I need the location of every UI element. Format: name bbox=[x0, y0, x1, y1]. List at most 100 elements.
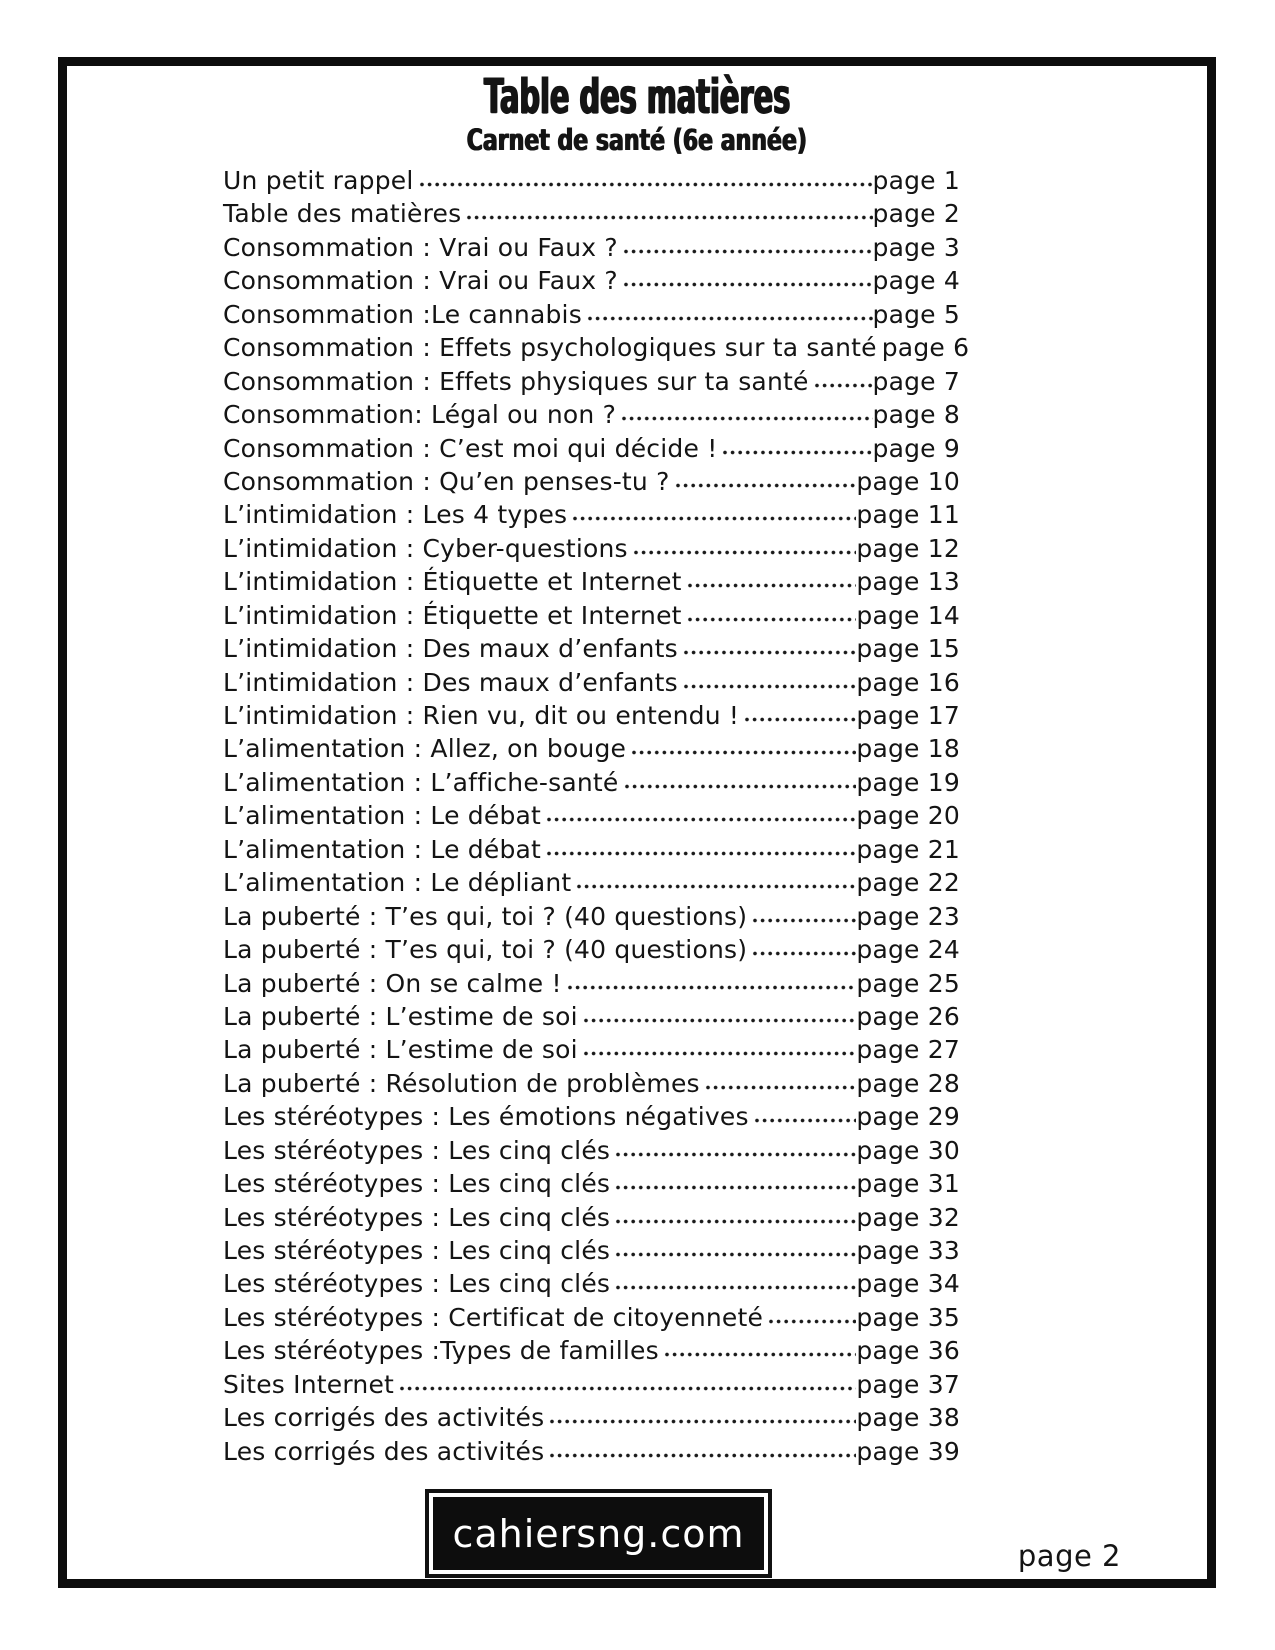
toc-entry-label: Consommation: Légal ou non ? bbox=[223, 400, 617, 430]
toc-entry: La puberté : L’estime de soi page 26 bbox=[223, 1002, 960, 1035]
toc-entry-label: Consommation : Effets psychologiques sur… bbox=[223, 333, 877, 363]
toc-entry-label: L’alimentation : Le débat bbox=[223, 801, 542, 831]
page-subtitle: Carnet de santé (6e année) bbox=[466, 123, 808, 158]
toc-entry-page: page 35 bbox=[856, 1302, 960, 1332]
toc-entry-page: page 14 bbox=[856, 600, 960, 630]
toc-entry-label: La puberté : Résolution de problèmes bbox=[223, 1068, 700, 1098]
toc-entry: Les stéréotypes : Les cinq clés page 34 bbox=[223, 1269, 960, 1302]
toc-entry-label: Consommation : Vrai ou Faux ? bbox=[223, 266, 618, 296]
toc-entry: La puberté : T’es qui, toi ? (40 questio… bbox=[223, 935, 960, 968]
toc-entry-label: Les stéréotypes : Les cinq clés bbox=[223, 1135, 611, 1165]
toc-entry-page: page 37 bbox=[856, 1369, 960, 1399]
toc-entry: Les stéréotypes : Les émotions négatives… bbox=[223, 1102, 960, 1135]
dot-leader bbox=[615, 1183, 857, 1193]
toc-entry-label: Les stéréotypes : Les émotions négatives bbox=[223, 1102, 749, 1132]
toc-entry: Les stéréotypes : Les cinq clés page 31 bbox=[223, 1169, 960, 1202]
toc-entry-page: page 25 bbox=[856, 968, 960, 998]
toc-entry-page: page 33 bbox=[856, 1236, 960, 1265]
toc-entry: Les corrigés des activités page 38 bbox=[223, 1403, 960, 1436]
toc-entry-label: Consommation : Effets physiques sur ta s… bbox=[223, 366, 809, 396]
dot-leader bbox=[682, 681, 857, 691]
dot-leader bbox=[566, 982, 857, 992]
toc-entry: Les corrigés des activités page 39 bbox=[223, 1437, 960, 1470]
toc-entry: Consommation : Vrai ou Faux ? page 3 bbox=[223, 233, 960, 266]
toc-entry-page: page 39 bbox=[856, 1436, 960, 1466]
toc-entry-page: page 34 bbox=[856, 1269, 960, 1299]
toc-entry-label: La puberté : T’es qui, toi ? (40 questio… bbox=[223, 901, 748, 931]
toc-entry: L’alimentation : Le débat page 21 bbox=[223, 835, 960, 868]
toc-entry-label: Les corrigés des activités bbox=[223, 1436, 545, 1466]
toc-entry-label: Un petit rappel bbox=[223, 166, 414, 195]
dot-leader bbox=[753, 1116, 857, 1126]
site-badge: cahiersng.com bbox=[425, 1489, 772, 1578]
toc-entry: L’intimidation : Cyber-questions page 12 bbox=[223, 534, 960, 567]
toc-entry-label: L’intimidation : Étiquette et Internet bbox=[223, 567, 682, 597]
toc-entry: Sites Internet page 37 bbox=[223, 1370, 960, 1403]
dot-leader bbox=[631, 748, 857, 758]
toc-entry-page: page 36 bbox=[856, 1336, 960, 1366]
dot-leader bbox=[752, 949, 857, 959]
dot-leader bbox=[686, 614, 857, 624]
toc-entry: Les stéréotypes : Les cinq clés page 33 bbox=[223, 1236, 960, 1269]
toc-entry-page: page 31 bbox=[856, 1169, 960, 1199]
dot-leader bbox=[549, 1450, 857, 1460]
toc-entry-page: page 11 bbox=[856, 500, 960, 530]
dot-leader bbox=[546, 815, 857, 825]
toc-entry-page: page 27 bbox=[856, 1035, 960, 1065]
toc-entry-page: page 10 bbox=[856, 466, 960, 496]
toc-entry-label: Les stéréotypes :Types de familles bbox=[223, 1336, 659, 1366]
toc-entry: Les stéréotypes : Les cinq clés page 30 bbox=[223, 1136, 960, 1169]
toc-entry-page: page 19 bbox=[856, 767, 960, 797]
toc-entry: L’alimentation : L’affiche-santé page 19 bbox=[223, 768, 960, 801]
toc-entry-label: La puberté : T’es qui, toi ? (40 questio… bbox=[223, 935, 748, 965]
toc-entry-page: page 9 bbox=[872, 433, 960, 463]
toc-entry-label: Les stéréotypes : Les cinq clés bbox=[223, 1202, 611, 1232]
toc-entry-page: page 20 bbox=[856, 801, 960, 831]
toc-entry-page: page 7 bbox=[872, 366, 960, 396]
toc-entry: Consommation : Vrai ou Faux ? page 4 bbox=[223, 266, 960, 299]
toc-entry-label: Consommation : Vrai ou Faux ? bbox=[223, 232, 618, 262]
toc-entry: La puberté : T’es qui, toi ? (40 questio… bbox=[223, 902, 960, 935]
toc-entry-page: page 6 bbox=[881, 333, 970, 363]
toc-entry-label: Consommation : C’est moi qui décide ! bbox=[223, 433, 718, 463]
dot-leader bbox=[586, 313, 873, 323]
dot-leader bbox=[813, 380, 873, 390]
dot-leader bbox=[621, 414, 873, 424]
dot-leader bbox=[615, 1283, 857, 1293]
toc-entry-page: page 13 bbox=[856, 567, 960, 597]
site-badge-inner: cahiersng.com bbox=[433, 1497, 764, 1570]
dot-leader bbox=[615, 1216, 857, 1226]
toc-entry: L’alimentation : Allez, on bouge page 18 bbox=[223, 734, 960, 767]
toc-entry-label: L’alimentation : L’affiche-santé bbox=[223, 767, 619, 797]
toc-entry: L’intimidation : Étiquette et Internet p… bbox=[223, 601, 960, 634]
toc-entry-page: page 28 bbox=[856, 1068, 960, 1098]
toc-list: Un petit rappel page 1 Table des matière… bbox=[223, 166, 969, 1470]
toc-entry-page: page 15 bbox=[856, 634, 960, 664]
dot-leader bbox=[622, 246, 873, 256]
toc-entry: Consommation : Qu’en penses-tu ? page 10 bbox=[223, 467, 960, 500]
dot-leader bbox=[615, 1149, 857, 1159]
dot-leader bbox=[622, 280, 873, 290]
toc-entry: L’intimidation : Des maux d’enfants page… bbox=[223, 634, 960, 667]
toc-entry-page: page 21 bbox=[856, 834, 960, 864]
toc-entry-label: L’alimentation : Allez, on bouge bbox=[223, 734, 627, 764]
toc-entry-label: Les stéréotypes : Les cinq clés bbox=[223, 1169, 611, 1199]
dot-leader bbox=[704, 1082, 857, 1092]
dot-leader bbox=[572, 514, 857, 524]
toc-entry-label: Les stéréotypes : Certificat de citoyenn… bbox=[223, 1302, 764, 1332]
toc-entry-label: Les corrigés des activités bbox=[223, 1403, 545, 1433]
page-frame: Table des matières Carnet de santé (6e a… bbox=[58, 57, 1216, 1588]
dot-leader bbox=[768, 1316, 857, 1326]
toc-entry-page: page 38 bbox=[856, 1403, 960, 1433]
dot-leader bbox=[752, 915, 857, 925]
toc-entry-page: page 4 bbox=[872, 266, 960, 296]
toc-entry: Consommation : Effets physiques sur ta s… bbox=[223, 367, 960, 400]
toc-entry-label: Table des matières bbox=[223, 199, 462, 229]
dot-leader bbox=[674, 480, 857, 490]
toc-entry: Consommation :Le cannabis page 5 bbox=[223, 300, 960, 333]
toc-entry-label: La puberté : L’estime de soi bbox=[223, 1035, 578, 1065]
toc-entry-label: L’alimentation : Le dépliant bbox=[223, 868, 572, 898]
toc-entry-label: L’intimidation : Des maux d’enfants bbox=[223, 634, 678, 664]
toc-entry-label: L’alimentation : Le débat bbox=[223, 834, 542, 864]
dot-leader bbox=[582, 1049, 857, 1059]
